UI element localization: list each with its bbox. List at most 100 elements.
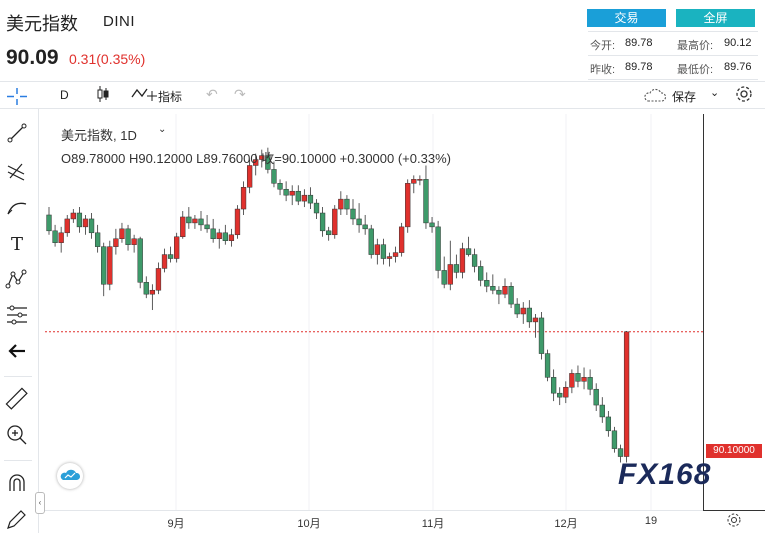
candle: [76, 207, 83, 233]
save-button[interactable]: 保存: [672, 90, 697, 104]
candle: [289, 185, 295, 206]
candlestick-type-icon[interactable]: [96, 85, 110, 103]
candle: [526, 300, 532, 328]
brush-icon[interactable]: [4, 194, 30, 220]
candle: [508, 282, 514, 309]
candle: [386, 252, 393, 267]
high-value: 90.12: [724, 37, 752, 49]
settings-gear-icon[interactable]: [734, 84, 754, 104]
candle: [204, 214, 210, 233]
text-tool-icon[interactable]: T: [4, 230, 30, 256]
candle: [380, 238, 387, 265]
candle: [587, 369, 593, 396]
page-title: 美元指数: [6, 14, 78, 34]
crosshair-icon[interactable]: [4, 85, 30, 111]
magnet-icon[interactable]: [4, 471, 30, 497]
candle: [295, 185, 301, 206]
candle: [490, 274, 496, 295]
candle: [532, 313, 539, 338]
axis-settings-icon[interactable]: [726, 512, 742, 528]
time-tick-label: 10月: [297, 518, 321, 530]
candle: [259, 149, 265, 168]
time-tick-label: 11月: [421, 518, 445, 530]
candle: [119, 222, 125, 243]
trade-button[interactable]: 交易: [587, 9, 666, 27]
candle: [149, 284, 156, 311]
candle: [459, 242, 466, 279]
candlestick-chart[interactable]: [45, 114, 703, 510]
fullscreen-button[interactable]: 全屏: [676, 9, 755, 27]
candle: [174, 232, 180, 263]
legend-chevron-icon[interactable]: ⌄: [158, 124, 167, 135]
candle: [167, 246, 174, 263]
cloud-icon[interactable]: [642, 86, 668, 104]
candle: [484, 272, 490, 293]
candle: [222, 224, 228, 245]
candle: [599, 397, 605, 423]
candle: [544, 349, 551, 382]
candle: [131, 234, 137, 253]
candle: [180, 211, 186, 239]
candle: [605, 411, 612, 437]
candle: [356, 203, 362, 233]
candle: [362, 214, 368, 235]
candle: [520, 302, 526, 324]
candle: [593, 383, 599, 411]
time-tick-label: 19: [644, 515, 658, 527]
zoom-in-icon[interactable]: [4, 422, 30, 448]
undo-icon[interactable]: ↶: [206, 86, 218, 102]
candle: [465, 236, 472, 257]
logo-cloud-icon[interactable]: [57, 463, 83, 489]
pitchfork-icon[interactable]: [4, 158, 30, 184]
ruler-icon[interactable]: [4, 386, 30, 412]
candle: [417, 175, 423, 186]
candle: [368, 224, 374, 259]
chart-legend-title: 美元指数, 1D: [61, 128, 137, 143]
candle: [94, 224, 101, 253]
stats-divider: [588, 31, 758, 32]
candle: [283, 181, 289, 202]
fib-tool-icon[interactable]: [4, 302, 30, 328]
candle: [471, 248, 478, 273]
candle: [277, 179, 283, 196]
candle: [246, 159, 253, 194]
candle: [198, 211, 204, 231]
candle: [350, 199, 356, 225]
candle: [46, 207, 52, 235]
candle: [155, 262, 162, 295]
candle: [52, 224, 58, 247]
candle: [478, 260, 484, 287]
candle: [611, 426, 618, 453]
chevron-down-icon[interactable]: ⌄: [710, 87, 720, 99]
candle: [569, 369, 575, 394]
candle: [392, 246, 399, 263]
candle: [301, 189, 308, 208]
candle: [538, 312, 545, 360]
candle: [234, 205, 241, 239]
pattern-icon[interactable]: [4, 266, 30, 292]
candle: [411, 175, 417, 194]
candle: [210, 218, 216, 243]
arrow-left-icon[interactable]: [4, 338, 30, 364]
prev-close-label: 昨收:: [590, 64, 616, 76]
toolbar-top-border: [0, 81, 765, 82]
candle: [344, 195, 350, 215]
chart-legend-ohlc: O89.78000 H90.12000 L89.76000 收=90.10000…: [61, 151, 451, 166]
trend-line-icon[interactable]: [4, 120, 30, 146]
interval-selector[interactable]: D: [60, 88, 69, 102]
open-value: 89.78: [625, 37, 653, 49]
price-axis[interactable]: [703, 114, 765, 510]
pencil-lock-icon[interactable]: [4, 506, 30, 532]
current-price-tag: 90.10000: [706, 444, 762, 458]
indicator-button[interactable]: 指标: [158, 90, 183, 104]
collapse-toolbar-button[interactable]: ‹: [35, 492, 45, 514]
candle: [514, 298, 520, 318]
candle: [143, 276, 149, 299]
redo-icon[interactable]: ↷: [234, 86, 246, 102]
indicator-icon[interactable]: [131, 85, 157, 103]
candle: [101, 242, 107, 297]
time-axis[interactable]: 9月 10月 11月 12月 19: [45, 510, 703, 534]
candle: [623, 331, 630, 463]
stats-divider: [588, 79, 758, 80]
candle: [581, 367, 587, 390]
